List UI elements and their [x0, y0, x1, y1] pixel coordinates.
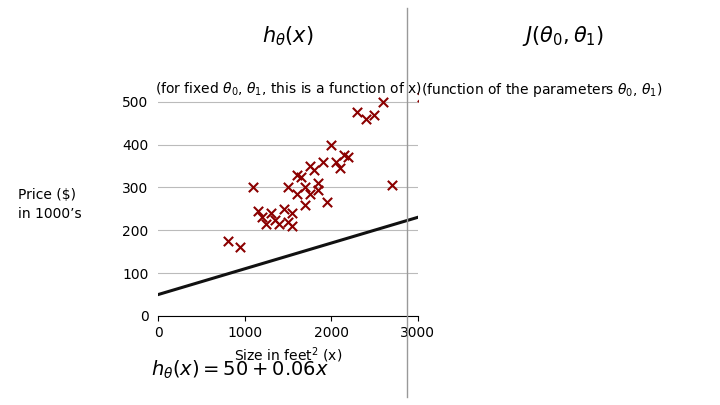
Point: [338, 152, 350, 158]
Point: [282, 218, 294, 225]
Point: [321, 199, 333, 206]
Point: [304, 163, 315, 169]
Text: $h_\theta(x)$: $h_\theta(x)$: [262, 24, 314, 48]
Point: [282, 184, 294, 191]
Point: [416, 94, 428, 101]
Point: [291, 191, 302, 197]
Point: [343, 154, 354, 161]
Point: [386, 182, 397, 188]
Point: [312, 180, 324, 186]
Point: [295, 173, 307, 180]
Point: [300, 184, 311, 191]
Point: [222, 238, 233, 244]
Text: $J(\theta_0, \theta_1)$: $J(\theta_0, \theta_1)$: [522, 24, 605, 48]
Point: [377, 98, 389, 105]
Point: [317, 158, 328, 165]
Point: [278, 206, 289, 212]
Point: [334, 165, 346, 171]
Point: [360, 115, 372, 122]
Point: [261, 221, 272, 227]
Text: $h_\theta(x) = 50 + 0.06x$: $h_\theta(x) = 50 + 0.06x$: [151, 358, 329, 381]
Point: [256, 214, 268, 221]
Point: [304, 191, 315, 197]
Point: [300, 201, 311, 208]
Point: [325, 141, 337, 148]
Point: [351, 109, 363, 116]
Point: [252, 208, 264, 214]
Point: [291, 171, 302, 178]
Point: [330, 158, 341, 165]
Text: (function of the parameters $\theta_0$, $\theta_1$): (function of the parameters $\theta_0$, …: [421, 81, 662, 99]
Point: [287, 223, 298, 229]
Point: [274, 221, 285, 227]
Text: Price ($)
in 1000’s: Price ($) in 1000’s: [18, 188, 81, 221]
Point: [369, 111, 380, 118]
Point: [308, 167, 320, 173]
Text: (for fixed $\theta_0$, $\theta_1$, this is a function of x): (for fixed $\theta_0$, $\theta_1$, this …: [155, 81, 421, 98]
Point: [312, 186, 324, 193]
Point: [248, 184, 259, 191]
Point: [269, 216, 281, 223]
Point: [265, 210, 276, 216]
Point: [235, 244, 246, 251]
X-axis label: Size in feet$^2$ (x): Size in feet$^2$ (x): [234, 345, 342, 365]
Point: [287, 210, 298, 216]
